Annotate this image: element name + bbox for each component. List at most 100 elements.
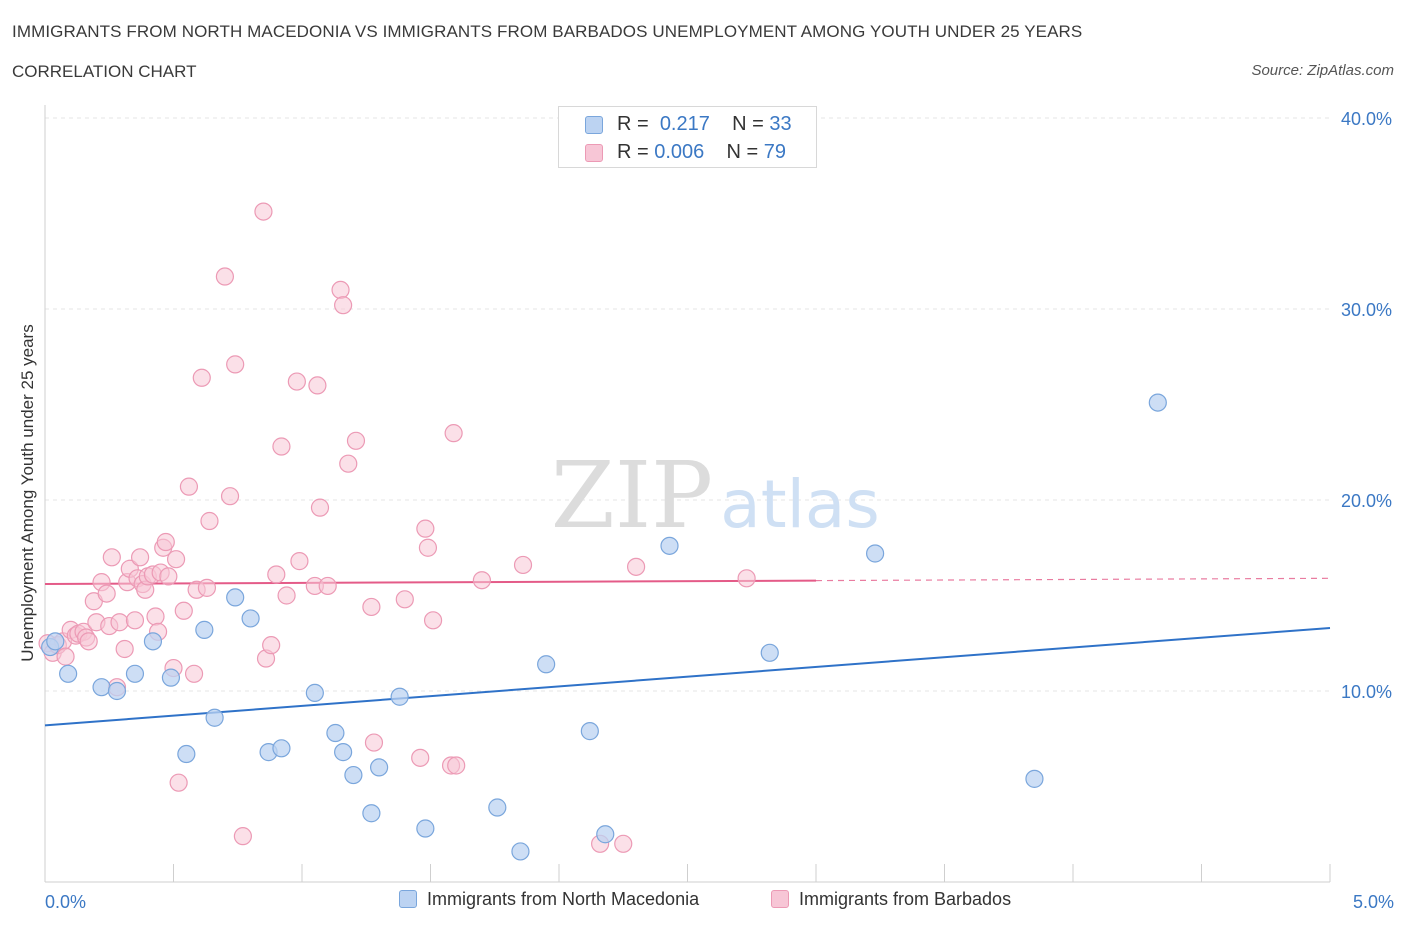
r-value: 0.006 [654,141,705,163]
point-barbados [416,519,435,538]
point-barbados [737,569,756,588]
tick-labels: 10.0% 20.0% 30.0% 40.0% 0.0% 5.0% [45,109,1394,912]
point-north-macedonia [370,758,389,777]
r-value: 0.217 [659,113,710,135]
bottom-legend-barbados: Immigrants from Barbados [771,889,1011,910]
legend-text: R = 0.006 N = 79 [617,141,787,163]
point-barbados [197,578,217,597]
point-barbados [334,296,353,315]
point-north-macedonia [596,825,615,844]
point-north-macedonia [46,632,65,651]
point-barbados [226,355,245,374]
point-north-macedonia [125,664,145,683]
point-barbados [614,834,633,853]
point-barbados [115,639,134,659]
bottom-legend-swatch-barbados [771,890,789,908]
point-barbados [447,756,466,775]
y-tick-label: 40.0% [1341,109,1392,129]
point-barbados [277,586,296,605]
point-barbados [362,597,381,617]
point-barbados [310,498,330,517]
point-barbados [331,280,350,299]
point-barbados [339,454,358,473]
point-north-macedonia [59,664,78,683]
point-barbados [146,607,165,626]
point-north-macedonia [107,681,127,701]
point-barbados [130,548,150,567]
point-north-macedonia [334,743,353,762]
bottom-legend-swatch-north-macedonia [399,890,417,908]
legend-text: R = 0.217 N = 33 [617,113,792,135]
n-value: 79 [763,141,787,163]
point-barbados [346,431,366,450]
point-north-macedonia [511,842,530,861]
point-barbados [169,773,188,792]
y-tick-label: 10.0% [1341,682,1392,702]
point-barbados [423,611,443,630]
point-north-macedonia [537,655,556,674]
point-north-macedonia [241,609,260,628]
point-barbados [513,555,533,575]
point-barbados [308,376,327,395]
point-north-macedonia [226,588,245,607]
point-barbados [364,733,384,752]
point-north-macedonia [390,687,409,706]
x-tick-label: 0.0% [45,892,86,912]
point-barbados [395,590,414,609]
bottom-legend-label: Immigrants from Barbados [799,889,1012,909]
point-barbados [267,565,286,584]
point-north-macedonia [177,744,196,764]
point-north-macedonia [305,683,324,703]
point-barbados [156,532,175,552]
point-north-macedonia [488,798,507,817]
point-barbados [166,550,186,569]
chart-subtitle: CORRELATION CHART [12,62,197,81]
point-north-macedonia [866,544,885,563]
point-north-macedonia [1025,769,1044,788]
point-barbados [125,611,145,630]
point-barbados [174,601,193,620]
point-north-macedonia [660,536,679,555]
point-north-macedonia [760,643,779,662]
point-north-macedonia [92,678,111,697]
point-north-macedonia [326,723,345,743]
source-label: Source: ZipAtlas.com [1251,62,1394,79]
point-barbados [79,632,98,651]
point-barbados [215,267,234,286]
point-barbados [418,538,438,557]
point-barbados [318,576,337,596]
point-barbados [179,477,199,496]
point-barbados [110,613,129,632]
point-north-macedonia [580,722,599,741]
point-barbados [444,424,463,443]
point-barbados [287,372,306,391]
y-tick-label: 20.0% [1341,491,1392,511]
point-north-macedonia [344,765,363,785]
bottom-legend-north-macedonia: Immigrants from North Macedonia [399,889,699,910]
point-barbados [56,647,75,666]
trend-line-north-macedonia [44,626,1331,727]
point-barbados [272,437,291,456]
point-north-macedonia [195,620,214,639]
bottom-legend-label: Immigrants from North Macedonia [427,889,700,909]
point-barbados [472,571,491,590]
point-barbados [159,567,178,586]
x-tick-label: 5.0% [1353,892,1394,912]
point-barbados [626,557,646,576]
correlation-legend: R = 0.217 N = 33 R = 0.006 N = 79 [558,106,817,168]
point-barbados [200,511,219,531]
point-barbados [290,552,309,571]
point-north-macedonia [205,708,224,727]
point-north-macedonia [1148,393,1167,412]
point-north-macedonia [362,804,381,823]
chart-title: IMMIGRANTS FROM NORTH MACEDONIA VS IMMIG… [12,22,1083,41]
point-barbados [192,368,211,387]
n-value: 33 [769,113,792,135]
trend-line-barbados-extension [815,577,1331,582]
y-axis-label: Unemployment Among Youth under 25 years [18,324,37,662]
point-north-macedonia [143,632,163,651]
point-north-macedonia [272,739,291,758]
legend-swatch-barbados [585,144,603,162]
point-barbados [233,827,252,846]
